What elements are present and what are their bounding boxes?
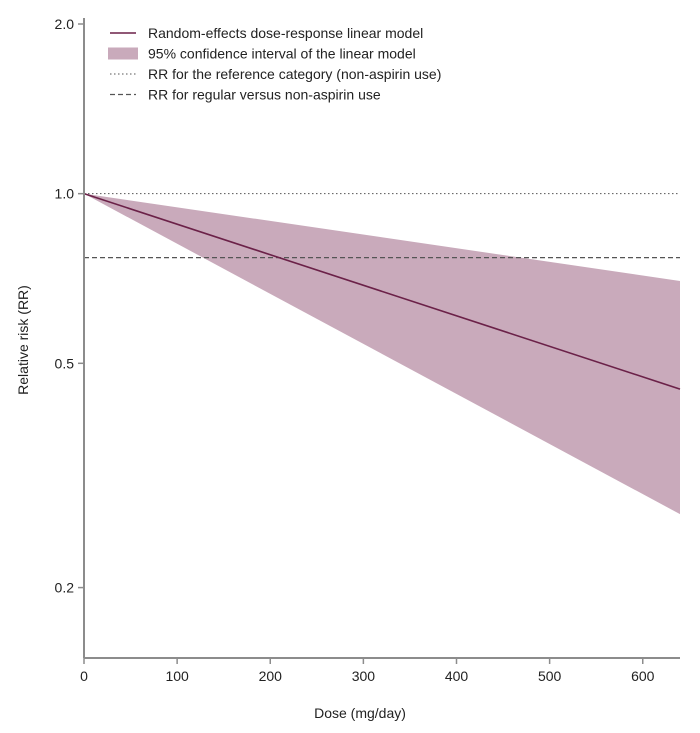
linear-model-line (83, 192, 681, 390)
legend-label: Random-effects dose-response linear mode… (148, 25, 423, 41)
x-tick-label: 500 (538, 668, 562, 684)
ci-band (84, 193, 680, 515)
legend-label: RR for the reference category (non-aspir… (148, 66, 441, 82)
x-axis-title: Dose (mg/day) (314, 705, 406, 721)
x-tick-label: 300 (352, 668, 376, 684)
legend-label: 95% confidence interval of the linear mo… (148, 46, 416, 62)
x-tick-label: 400 (445, 668, 469, 684)
x-tick-label: 600 (631, 668, 655, 684)
y-tick-label: 1.0 (55, 186, 75, 202)
y-axis-title: Relative risk (RR) (15, 285, 31, 395)
y-tick-label: 2.0 (55, 16, 75, 32)
x-tick-label: 100 (165, 668, 189, 684)
legend-label: RR for regular versus non-aspirin use (148, 87, 381, 103)
legend-swatch-band (108, 47, 138, 60)
y-tick-label: 0.2 (55, 580, 75, 596)
x-tick-label: 200 (259, 668, 283, 684)
x-tick-label: 0 (80, 668, 88, 684)
y-tick-label: 0.5 (55, 355, 75, 371)
